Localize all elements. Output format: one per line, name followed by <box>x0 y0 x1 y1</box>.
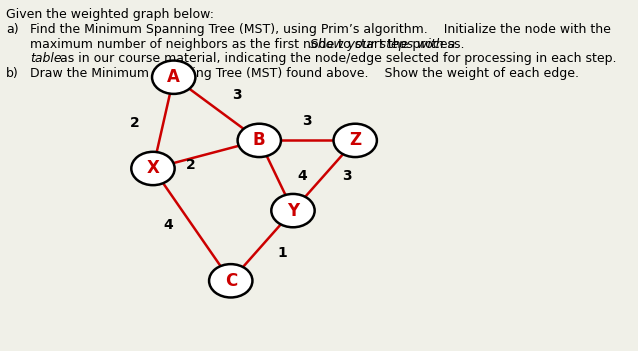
Text: Find the Minimum Spanning Tree (MST), using Prim’s algorithm.    Initialize the : Find the Minimum Spanning Tree (MST), us… <box>30 23 611 36</box>
Text: 4: 4 <box>297 168 307 183</box>
Ellipse shape <box>237 124 281 157</box>
Text: 3: 3 <box>232 88 242 102</box>
Text: maximum number of neighbors as the first node to start the process.: maximum number of neighbors as the first… <box>30 38 480 51</box>
Text: Draw the Minimum Spanning Tree (MST) found above.    Show the weight of each edg: Draw the Minimum Spanning Tree (MST) fou… <box>30 67 579 80</box>
Ellipse shape <box>334 124 377 157</box>
Text: 2: 2 <box>186 158 195 172</box>
Text: X: X <box>147 159 160 178</box>
Text: a): a) <box>6 23 19 36</box>
Text: C: C <box>225 272 237 290</box>
Text: as in our course material, indicating the node/edge selected for processing in e: as in our course material, indicating th… <box>56 52 616 65</box>
Text: 1: 1 <box>278 246 288 260</box>
Text: B: B <box>253 131 265 150</box>
Ellipse shape <box>152 60 195 94</box>
Text: 4: 4 <box>164 218 174 232</box>
Text: 3: 3 <box>343 168 352 183</box>
Ellipse shape <box>209 264 253 297</box>
Ellipse shape <box>131 152 175 185</box>
Text: Y: Y <box>287 201 299 220</box>
Text: b): b) <box>6 67 19 80</box>
Text: table: table <box>30 52 62 65</box>
Text: 3: 3 <box>302 114 312 128</box>
Text: A: A <box>167 68 180 86</box>
Text: Z: Z <box>349 131 361 150</box>
Text: Show your steps with a: Show your steps with a <box>310 38 456 51</box>
Text: 2: 2 <box>130 116 140 130</box>
Text: Given the weighted graph below:: Given the weighted graph below: <box>6 8 214 21</box>
Ellipse shape <box>271 194 315 227</box>
